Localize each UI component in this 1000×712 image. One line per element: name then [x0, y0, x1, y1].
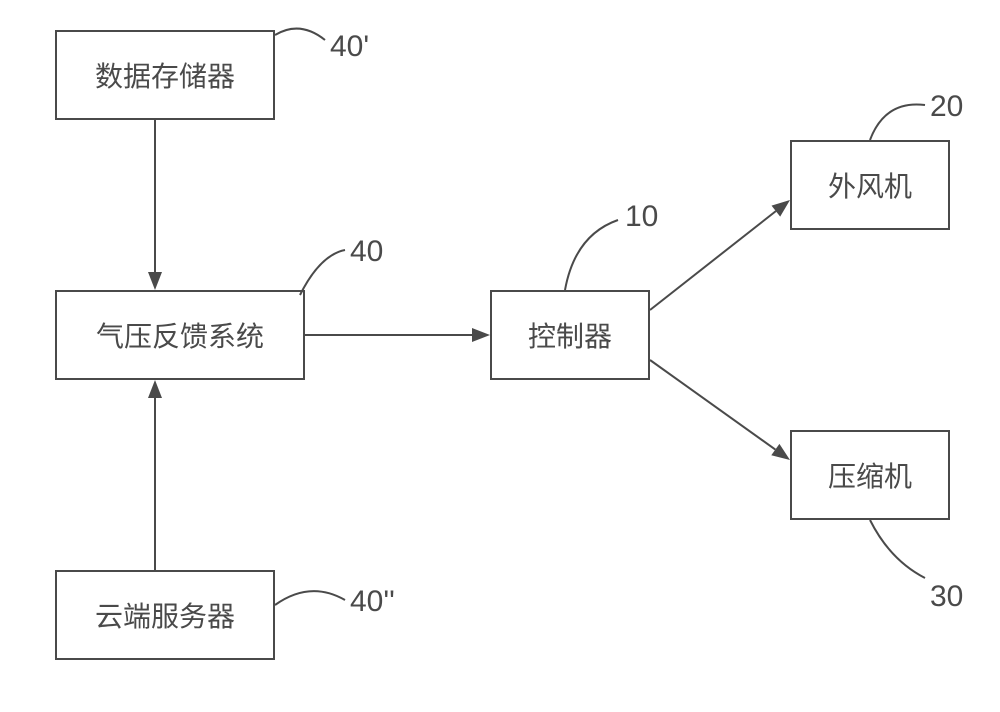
callout-curve-cloud-server	[275, 591, 345, 605]
node-fan: 外风机	[790, 140, 950, 230]
node-label: 数据存储器	[95, 55, 235, 95]
edge-arrowhead	[148, 380, 162, 398]
node-label: 控制器	[528, 315, 612, 355]
edge-line	[650, 360, 775, 450]
callout-curve-data-storage	[275, 29, 325, 40]
callout-curve-pressure-feedback	[300, 250, 345, 295]
edge-arrowhead	[771, 444, 790, 460]
diagram-canvas: 数据存储器 气压反馈系统 云端服务器 控制器 外风机 压缩机 40' 40 40…	[0, 0, 1000, 712]
callout-controller: 10	[625, 200, 658, 234]
edge-arrowhead	[148, 272, 162, 290]
edge-line	[650, 211, 776, 310]
callout-pressure-feedback: 40	[350, 235, 383, 269]
node-label: 外风机	[828, 165, 912, 205]
node-controller: 控制器	[490, 290, 650, 380]
node-label: 云端服务器	[95, 595, 235, 635]
callout-curve-fan	[870, 104, 925, 140]
node-cloud-server: 云端服务器	[55, 570, 275, 660]
node-compressor: 压缩机	[790, 430, 950, 520]
callout-cloud-server: 40''	[350, 585, 395, 619]
callout-fan: 20	[930, 90, 963, 124]
node-pressure-feedback: 气压反馈系统	[55, 290, 305, 380]
callout-curve-compressor	[870, 520, 925, 578]
node-data-storage: 数据存储器	[55, 30, 275, 120]
callout-compressor: 30	[930, 580, 963, 614]
callout-curve-controller	[565, 220, 618, 290]
edge-arrowhead	[472, 328, 490, 342]
edge-arrowhead	[772, 200, 790, 217]
callout-data-storage: 40'	[330, 30, 369, 64]
node-label: 气压反馈系统	[96, 315, 264, 355]
node-label: 压缩机	[828, 455, 912, 495]
